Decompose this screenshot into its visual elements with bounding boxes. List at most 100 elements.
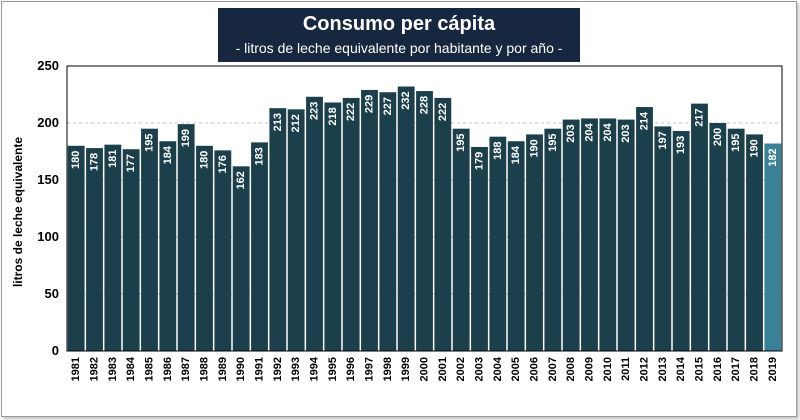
data-label: 204 [602,122,614,141]
data-label: 203 [565,124,577,142]
x-tick-label: 2013 [657,357,669,381]
bar [324,102,342,351]
data-label: 228 [419,96,431,114]
bar [342,97,360,351]
data-label: 229 [364,95,376,113]
y-axis-label: litros de leche equivalente [11,137,25,287]
data-label: 199 [180,129,192,147]
data-label: 217 [694,108,706,126]
x-tick-label: 2010 [602,357,614,381]
chart-subtitle: - litros de leche equivalente por habita… [235,40,563,56]
x-tick-label: 2017 [730,357,742,381]
y-tick-label: 100 [37,229,59,244]
data-label: 212 [290,114,302,132]
bar [232,166,250,351]
bar [691,103,708,352]
bar [416,91,433,351]
x-tick-label: 2002 [455,357,467,381]
bar [544,128,562,351]
y-tick-label: 50 [45,286,59,301]
x-tick-label: 1983 [107,357,119,381]
data-label: 178 [89,153,101,171]
bar [507,141,525,351]
x-tick-label: 2004 [492,356,504,381]
x-tick-label: 2014 [675,356,687,381]
bar [452,128,470,351]
y-tick-label: 0 [52,343,59,358]
data-label: 180 [199,151,211,169]
bar [269,108,287,352]
x-tick-label: 2016 [712,357,724,381]
bar [471,146,488,351]
bar [122,149,140,351]
bar [379,92,397,351]
x-tick-label: 2007 [547,357,559,381]
data-label: 184 [162,145,174,164]
y-tick-label: 200 [37,115,59,130]
data-label: 213 [272,113,284,131]
bar [654,126,672,351]
bar [727,128,745,351]
bar [361,89,378,351]
data-label: 181 [107,149,119,167]
x-tick-label: 1987 [180,357,192,381]
x-tick-label: 2005 [510,357,522,381]
data-label: 195 [730,134,742,152]
bar [141,128,158,351]
bar [672,130,690,351]
data-label: 183 [254,147,266,165]
data-label: 223 [309,102,321,120]
plot-area [66,65,783,352]
data-label: 214 [639,111,651,130]
data-label: 203 [620,124,632,142]
bar [562,119,580,351]
bar [251,142,268,351]
bar [489,136,507,351]
x-tick-label: 2003 [474,357,486,381]
data-label: 176 [217,155,229,173]
data-label: 182 [767,148,779,166]
data-label: 204 [584,122,596,141]
bar [104,144,122,351]
bar [746,134,763,351]
x-tick-label: 1984 [125,356,137,381]
x-tick-label: 1990 [235,357,247,381]
data-label: 190 [749,139,761,157]
data-label: 188 [492,142,504,160]
data-label: 232 [400,91,412,109]
x-tick-label: 1982 [89,357,101,381]
data-label: 162 [235,171,247,189]
chart-title: Consumo per cápita [302,13,496,35]
bars: 180 178 181 177 195 184 199 180 176 162 183 213 212 2… [67,86,782,352]
x-tick-label: 1997 [364,357,376,381]
x-tick-label: 1988 [199,357,211,381]
data-label: 200 [712,128,724,146]
bar [581,118,598,351]
data-label: 197 [657,131,669,149]
x-tick-label: 2000 [419,357,431,381]
x-tick-label: 1989 [217,357,229,381]
bar [196,145,213,351]
data-label: 218 [327,107,339,125]
data-label: 184 [510,145,522,164]
bar [764,143,782,351]
bar [599,118,617,351]
bar [306,96,323,351]
data-label: 195 [547,134,559,152]
bar [397,86,415,352]
title-box: Consumo per cápita - litros de leche equ… [218,8,580,62]
data-label: 222 [345,103,357,121]
data-label: 193 [675,136,687,154]
x-tick-label: 1992 [272,357,284,381]
bar [86,148,103,351]
bar [434,97,452,351]
y-tick-label: 250 [37,58,59,73]
data-label: 222 [437,103,449,121]
bar [177,124,195,351]
x-tick-label: 2001 [437,357,449,381]
x-tick-label: 2006 [529,357,541,381]
x-tick-label: 1998 [382,357,394,381]
x-tick-label: 2018 [749,357,761,381]
axes: 0 50 100 150 200 250 1981 1982 1983 1984 1985 1986 1… [37,58,783,381]
